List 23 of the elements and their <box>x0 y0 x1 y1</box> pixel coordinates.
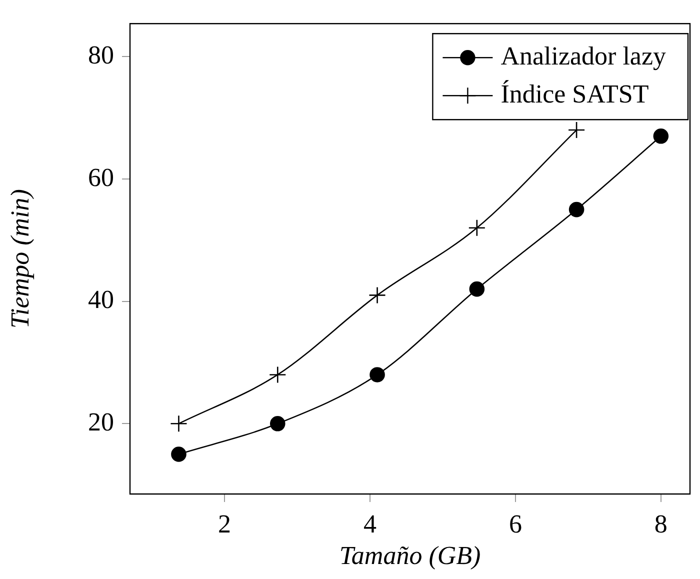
point <box>568 121 586 139</box>
point <box>468 219 486 237</box>
y-tick-label: 80 <box>88 40 114 70</box>
y-tick-label: 20 <box>88 407 114 436</box>
point <box>368 286 386 304</box>
point <box>568 202 584 218</box>
point <box>171 446 186 462</box>
x-tick-label: 4 <box>364 509 376 538</box>
x-tick-label: 6 <box>508 509 522 538</box>
point <box>370 367 385 382</box>
y-tick-label: 40 <box>88 285 114 314</box>
x-tick-label: 2 <box>218 509 232 538</box>
point <box>268 366 286 384</box>
point <box>270 416 286 432</box>
y-tick-label: 60 <box>88 162 114 192</box>
legend-label: Índice SATST <box>500 79 649 108</box>
point <box>170 415 188 432</box>
point <box>469 281 485 297</box>
point <box>653 128 669 144</box>
x-tick-label: 8 <box>654 509 668 538</box>
x-axis-title: Tamaño (GB) <box>339 541 481 570</box>
legend-label: Analizador lazy <box>500 41 666 70</box>
y-axis-title: Tiempo (min) <box>5 189 34 328</box>
